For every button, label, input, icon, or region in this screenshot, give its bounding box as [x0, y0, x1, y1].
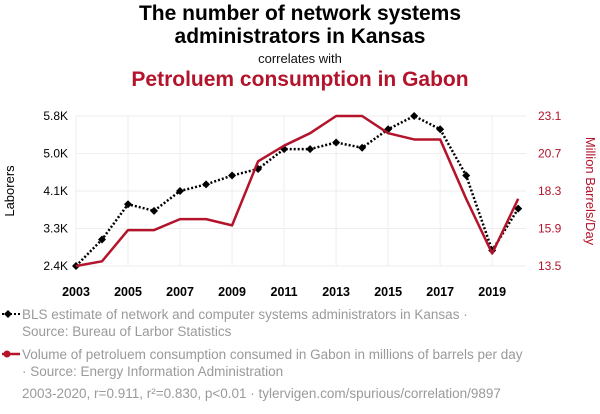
- data-point-series-1: [436, 125, 445, 134]
- data-point-series-1: [514, 204, 523, 213]
- legend-red-marker-icon: [2, 350, 20, 358]
- data-point-series-1: [306, 145, 315, 154]
- chart-subtitle-red: Petroluem consumption in Gabon: [131, 68, 469, 91]
- data-point-series-1: [176, 187, 185, 195]
- y-right-tick-label: 13.5: [538, 259, 562, 273]
- data-point-series-1: [228, 171, 237, 180]
- data-point-series-1: [462, 171, 471, 180]
- data-point-series-1: [358, 143, 367, 152]
- x-tick-label: 2003: [62, 285, 90, 299]
- x-tick-label: 2017: [426, 285, 454, 299]
- series-line-1: [75, 114, 520, 267]
- x-tick-label: 2011: [271, 285, 298, 299]
- legend-item-2-line2: · Source: Energy Information Administrat…: [22, 364, 284, 379]
- y-right-tick-label: 23.1: [538, 109, 562, 123]
- series-line-2: [75, 114, 520, 268]
- y-right-tick-label: 20.7: [538, 147, 562, 161]
- data-point-series-1: [202, 180, 211, 189]
- data-point-series-1: [410, 112, 419, 120]
- data-point-series-1: [332, 138, 341, 147]
- x-tick-label: 2005: [114, 285, 142, 299]
- x-tick-label: 2015: [374, 285, 402, 299]
- y-right-tick-label: 18.3: [538, 184, 562, 198]
- y-left-tick-label: 5.0K: [43, 147, 68, 161]
- x-tick-label: 2009: [218, 285, 246, 299]
- legend-item-1-line2: Source: Bureau of Larbor Statistics: [22, 324, 232, 339]
- y-left-tick-label: 2.4K: [43, 259, 68, 273]
- y-left-axis-label: Laborers: [2, 165, 17, 217]
- x-tick-label: 2019: [478, 285, 506, 299]
- legend-item-2-line1: Volume of petroluem consumption consumed…: [22, 347, 523, 362]
- chart-title-line1: The number of network systems: [138, 2, 462, 25]
- data-point-series-1: [98, 235, 107, 244]
- x-tick-label: 2013: [322, 285, 350, 299]
- x-tick-label: 2007: [166, 285, 194, 299]
- y-left-tick-label: 4.1K: [43, 184, 68, 198]
- y-right-tick-label: 15.9: [538, 222, 562, 236]
- y-right-axis-label: Million Barrels/Day: [583, 137, 598, 246]
- footer-stats: 2003-2020, r=0.911, r²=0.830, p<0.01 · t…: [22, 386, 501, 401]
- legend-black-marker-icon: [2, 310, 20, 318]
- y-left-tick-label: 3.3K: [43, 222, 68, 236]
- legend-item-1-line1: BLS estimate of network and computer sys…: [22, 307, 468, 322]
- data-point-series-1: [124, 200, 133, 209]
- data-point-series-1: [150, 206, 159, 215]
- y-left-tick-label: 5.8K: [43, 109, 68, 123]
- chart-title-line2: administrators in Kansas: [174, 25, 426, 48]
- correlates-with-text: correlates with: [258, 51, 342, 66]
